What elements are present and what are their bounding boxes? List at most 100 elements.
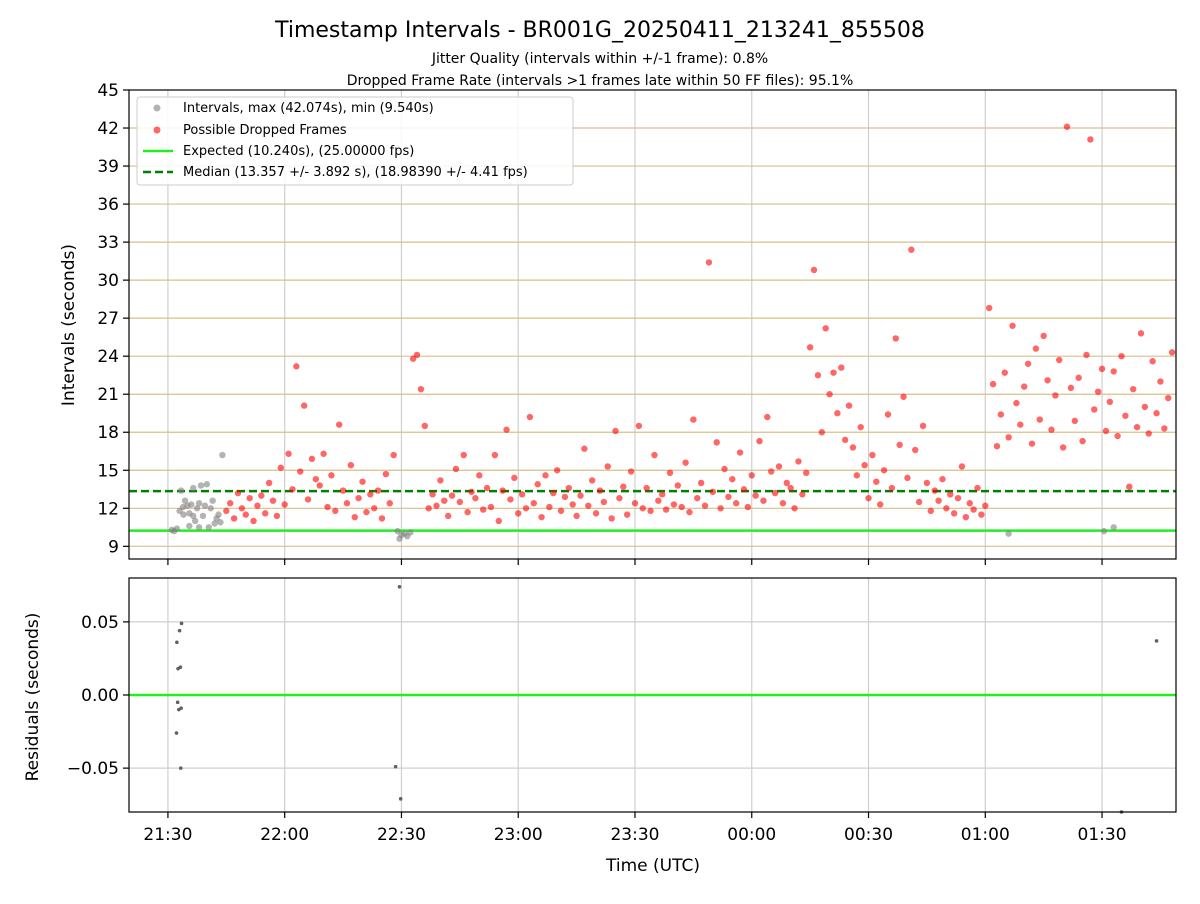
- dropped-frame-point: [452, 465, 460, 473]
- dropped-frame-point: [915, 498, 923, 506]
- dropped-frame-point: [246, 494, 253, 502]
- interval-point: [186, 522, 193, 530]
- residuals-plot: 21:30 22:00 22:30 23:00 23:30 00:00 00:30 01:00…: [23, 577, 1177, 876]
- dropped-frame-point: [522, 505, 530, 512]
- dropped-frame-point: [631, 500, 639, 507]
- legend-label-median: Median (13.357 +/- 3.892 s), (18.98390 +…: [183, 165, 528, 180]
- dropped-frame-point: [460, 451, 467, 459]
- dropped-frame-point: [682, 459, 689, 466]
- dropped-frame-point: [1110, 368, 1117, 375]
- dropped-frame-point: [876, 501, 884, 508]
- intervals-axis-ticks: 9 12 15 18 21 24 27 30 33 36 39 42 45: [97, 81, 1103, 565]
- interval-point: [1110, 524, 1117, 531]
- dropped-frame-point: [1161, 425, 1168, 432]
- interval-point: [195, 500, 203, 507]
- dropped-frame-point: [725, 493, 732, 501]
- residual-point: [393, 764, 398, 769]
- residual-point: [1154, 639, 1159, 643]
- dropped-frame-point: [1106, 398, 1114, 406]
- dropped-frame-point: [472, 494, 479, 502]
- dropped-frame-point: [1083, 351, 1090, 359]
- dropped-frame-point: [950, 510, 958, 517]
- dropped-frame-point: [374, 487, 382, 494]
- dropped-frame-point: [935, 497, 942, 504]
- dropped-frame-point: [1126, 483, 1133, 490]
- dropped-frame-point: [732, 500, 740, 507]
- y-tick-label: 42: [97, 119, 119, 139]
- intervals-plot-frame: [128, 89, 1177, 560]
- dropped-frame-point: [417, 385, 425, 393]
- dropped-frame-point: [499, 487, 506, 494]
- dropped-frame-point: [927, 507, 934, 515]
- dropped-frame-point: [795, 458, 802, 465]
- intervals-plot: 9 12 15 18 21 24 27 30 33 36 39 42 45 Intervals (sec…: [59, 81, 1177, 565]
- dropped-frame-point: [269, 497, 277, 504]
- interval-point: [181, 497, 189, 504]
- dropped-frame-point: [1032, 345, 1040, 352]
- legend-marker-intervals: [153, 104, 161, 112]
- dropped-frame-point: [958, 463, 966, 470]
- dropped-frame-point: [1149, 358, 1156, 365]
- dropped-frame-point: [526, 413, 534, 421]
- legend-label-expected: Expected (10.240s), (25.00000 fps): [183, 144, 414, 159]
- dropped-frame-point: [760, 497, 767, 504]
- dropped-frame-point: [1137, 330, 1145, 337]
- dropped-frame-point: [888, 484, 896, 492]
- dropped-frame-point: [596, 487, 604, 494]
- dropped-frame-point: [818, 429, 826, 436]
- dropped-frame-point: [367, 491, 374, 498]
- interval-point: [1005, 530, 1012, 537]
- dropped-frame-point: [838, 364, 845, 371]
- dropped-frame-point: [912, 446, 919, 454]
- dropped-frame-point: [717, 505, 724, 512]
- residual-point: [178, 766, 183, 770]
- dropped-frame-point: [464, 508, 471, 516]
- interval-point: [203, 481, 211, 488]
- residual-point: [179, 621, 184, 626]
- residual-point: [174, 731, 179, 735]
- residual-point: [179, 706, 183, 710]
- interval-point: [217, 519, 224, 526]
- dropped-frame-point: [736, 449, 744, 456]
- dropped-frame-point: [565, 484, 573, 492]
- dropped-frame-point: [989, 380, 997, 388]
- dropped-frame-point: [919, 422, 927, 430]
- dropped-frame-point: [277, 464, 284, 471]
- dropped-frame-point: [355, 494, 362, 502]
- interval-point: [219, 451, 226, 459]
- dropped-frame-point: [1028, 440, 1036, 447]
- y-tick-label: 45: [97, 81, 119, 101]
- interval-point: [190, 512, 197, 520]
- dropped-frame-point: [347, 462, 355, 469]
- dropped-frame-point: [363, 508, 370, 516]
- dropped-frame-point: [1059, 444, 1067, 451]
- dropped-frame-point: [647, 507, 654, 515]
- dropped-frame-point: [1094, 388, 1102, 395]
- dropped-frame-point: [678, 503, 685, 511]
- dropped-frame-point: [655, 497, 662, 504]
- dropped-frame-point: [343, 500, 351, 507]
- interval-point: [188, 501, 195, 508]
- dropped-frame-point: [954, 494, 962, 502]
- dropped-frame-point: [476, 472, 483, 479]
- dropped-frame-point: [378, 515, 386, 522]
- y-tick-label: 12: [97, 499, 119, 519]
- y-tick-label: 15: [97, 461, 119, 481]
- dropped-frame-point: [1040, 332, 1047, 340]
- residuals-points: [174, 584, 1159, 814]
- dropped-frame-point: [869, 451, 876, 459]
- x-tick-label: 00:00: [727, 825, 776, 845]
- dropped-frame-point: [487, 503, 495, 511]
- dropped-frame-point: [1118, 352, 1125, 360]
- x-tick-label: 01:00: [961, 825, 1010, 845]
- dropped-frame-point: [491, 451, 499, 459]
- dropped-frame-point: [429, 491, 436, 498]
- dropped-frame-point: [643, 484, 650, 492]
- y-tick-label: 27: [97, 309, 119, 329]
- dropped-frame-point: [339, 487, 347, 494]
- dropped-frame-point: [787, 484, 794, 492]
- dropped-frame-point: [234, 489, 242, 497]
- intervals-reference-lines: [129, 489, 1176, 532]
- dropped-frame-point: [748, 472, 755, 479]
- dropped-frame-point: [779, 500, 787, 507]
